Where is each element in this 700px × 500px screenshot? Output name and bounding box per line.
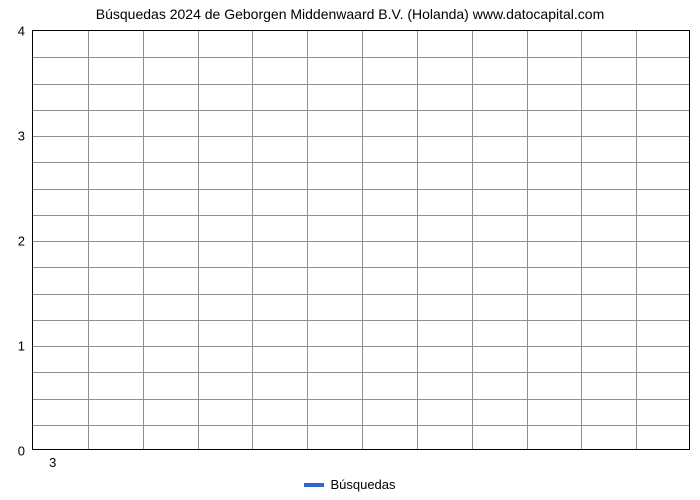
gridline-vertical — [307, 31, 308, 449]
gridline-horizontal — [33, 267, 689, 268]
gridline-horizontal — [33, 110, 689, 111]
legend-label: Búsquedas — [330, 477, 395, 492]
chart-title: Búsquedas 2024 de Geborgen Middenwaard B… — [0, 6, 700, 22]
gridline-vertical — [143, 31, 144, 449]
y-axis-tick-label: 1 — [18, 339, 33, 354]
gridline-horizontal — [33, 372, 689, 373]
gridline-horizontal — [33, 215, 689, 216]
y-axis-tick-label: 2 — [18, 234, 33, 249]
gridline-horizontal — [33, 399, 689, 400]
gridline-horizontal — [33, 57, 689, 58]
legend-swatch — [304, 483, 324, 487]
gridline-horizontal — [33, 84, 689, 85]
gridline-vertical — [252, 31, 253, 449]
gridline-vertical — [198, 31, 199, 449]
gridline-horizontal — [33, 294, 689, 295]
gridline-horizontal — [33, 241, 689, 242]
gridline-vertical — [417, 31, 418, 449]
gridline-horizontal — [33, 346, 689, 347]
gridline-horizontal — [33, 189, 689, 190]
gridline-vertical — [527, 31, 528, 449]
gridline-horizontal — [33, 425, 689, 426]
gridline-vertical — [472, 31, 473, 449]
gridline-vertical — [581, 31, 582, 449]
gridline-vertical — [636, 31, 637, 449]
x-axis-tick-label: 3 — [49, 449, 56, 470]
plot-area: 012343 — [32, 30, 690, 450]
gridline-vertical — [88, 31, 89, 449]
gridline-horizontal — [33, 320, 689, 321]
y-axis-tick-label: 4 — [18, 24, 33, 39]
gridline-vertical — [362, 31, 363, 449]
chart-container: Búsquedas 2024 de Geborgen Middenwaard B… — [0, 0, 700, 500]
y-axis-tick-label: 3 — [18, 129, 33, 144]
gridline-horizontal — [33, 162, 689, 163]
legend: Búsquedas — [0, 477, 700, 492]
gridline-horizontal — [33, 136, 689, 137]
y-axis-tick-label: 0 — [18, 444, 33, 459]
